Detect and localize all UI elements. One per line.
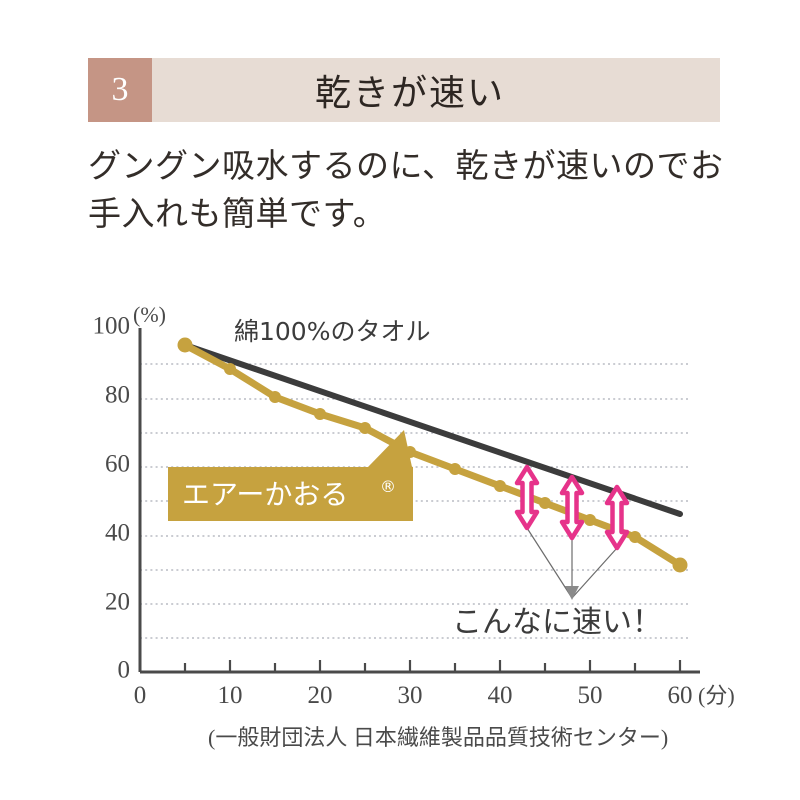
- callout-box: [168, 467, 413, 521]
- section-number-badge: 3: [88, 58, 152, 122]
- x-axis-tick-labels: 0 10 20 30 40 50 60: [134, 682, 693, 709]
- y-axis-unit: (%): [133, 302, 166, 327]
- y-tick-label: 20: [105, 589, 130, 616]
- x-tick-label: 40: [488, 682, 513, 709]
- gap-arrow-1: [514, 464, 540, 531]
- x-tick-label: 50: [578, 682, 603, 709]
- x-axis-unit: (分): [698, 683, 735, 708]
- annotation-leader-lines: [526, 527, 618, 599]
- callout-registered-mark: ®: [380, 477, 396, 496]
- x-tick-label: 10: [218, 682, 243, 709]
- x-tick-label: 0: [134, 682, 147, 709]
- x-tick-label: 60: [668, 682, 693, 709]
- section-title-container: 乾きが速い: [152, 58, 720, 122]
- x-axis-ticks: [138, 660, 682, 672]
- annotation-arrowhead: [565, 586, 579, 600]
- series-markers-airkaoru: [177, 337, 688, 573]
- page-title: 乾きが速い: [314, 73, 505, 114]
- x-tick-label: 30: [398, 682, 423, 709]
- lead-paragraph: グングン吸水するのに、乾きが速いのでお手入れも簡単です。: [88, 146, 724, 233]
- series-line-cotton: [182, 342, 683, 517]
- gap-arrow-2: [559, 474, 585, 541]
- speed-annotation: こんなに速い！: [452, 606, 662, 639]
- y-axis-tick-labels: 100 80 60 40 20 0: [93, 313, 131, 684]
- chart-source: (一般財団法人 日本繊維製品品質技術センター): [208, 725, 668, 750]
- y-tick-label: 60: [105, 451, 130, 478]
- chart-gridlines: [140, 363, 690, 639]
- section-number: 3: [111, 71, 129, 108]
- y-tick-label: 40: [105, 520, 130, 547]
- y-tick-label: 100: [93, 313, 131, 340]
- section-header-band: 3 乾きが速い: [88, 58, 720, 122]
- y-tick-label: 0: [118, 657, 131, 684]
- x-tick-label: 20: [308, 682, 333, 709]
- y-tick-label: 80: [105, 382, 130, 409]
- callout-label: エアーかおる: [182, 478, 348, 511]
- callout-tail: [368, 430, 412, 467]
- series-label-cotton: 綿100%のタオル: [234, 317, 430, 346]
- gap-arrow-3: [604, 484, 630, 551]
- series-line-airkaoru: [181, 341, 684, 569]
- callout-airkaoru: エアーかおる ®: [168, 430, 413, 521]
